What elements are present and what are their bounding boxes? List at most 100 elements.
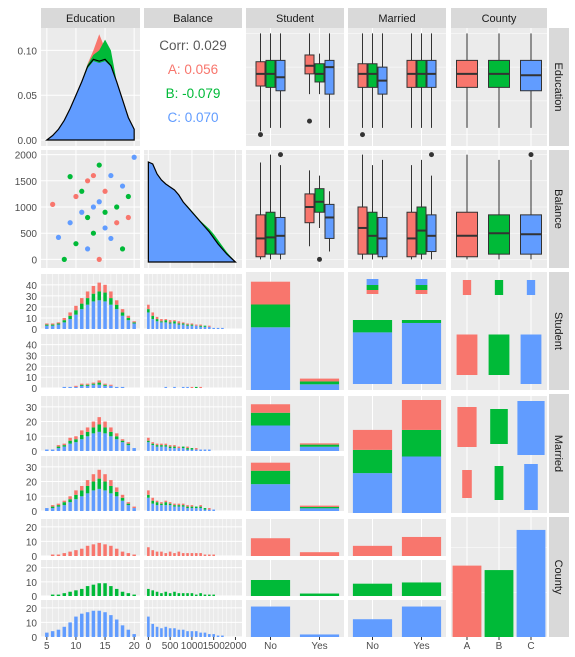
tick-label: 0 [31,255,37,266]
histogram-bar-C [97,384,101,388]
histogram-education-married-yes [41,456,140,511]
stacked-bar-Yes-B [299,593,340,596]
tick-label: 10 [26,578,38,589]
bar-county-C [516,529,546,637]
histogram-bar-B [114,436,119,440]
histogram-bar-A [160,319,163,322]
histogram-bar-B [126,443,131,446]
tick-label: 20 [26,523,38,534]
histogram-bar-B [181,446,185,449]
stacked-bar-Yes-A [299,378,340,382]
histogram-bar-C [132,448,136,451]
histogram-bar-C [74,386,78,388]
histogram-bar-B [199,506,202,509]
histogram-bar-B [208,594,211,596]
histogram-bar-B [147,309,150,313]
histogram-bar-A [164,443,168,446]
boxplot-outlier [528,152,534,158]
histogram-bar-A [85,383,90,385]
histogram-bar-B [85,298,90,305]
strip-right-student [549,272,569,390]
scatter-point-B [114,204,120,210]
strip-label-right: Married [552,435,564,472]
tick-label: 0.05 [18,91,38,102]
histogram-bar-A [147,547,150,556]
histogram-bar-C [114,619,119,637]
histogram-bar-C [109,385,113,388]
histogram-bar-C [194,508,198,511]
histogram-bar-A [80,430,84,435]
histogram-balance-married-yes [144,456,242,511]
tile-student-no-B [488,334,510,375]
histogram-bar-C [56,629,61,637]
tick-label: 2000 [224,641,247,652]
histogram-bar-B [203,594,207,596]
histogram-bar-A [56,322,61,324]
histogram-bar-A [109,545,113,556]
tick-label: 20 [26,478,38,489]
histogram-bar-C [45,325,49,329]
scatter-education-balance [41,150,140,268]
stacked-bar-No-C [250,606,291,637]
histogram-bar-B [194,594,198,596]
histogram-bar-C [147,497,150,511]
histogram-bar-C [62,505,67,511]
tile-married-no-A [457,407,477,447]
histogram-education-county-B [41,560,140,596]
correlation-group-A: A: 0.056 [168,62,218,77]
boxplot-box-B [314,63,325,83]
histogram-bar-A [120,439,125,441]
stacked-bar-No-A [250,538,291,556]
histogram-bar-C [50,325,55,329]
histogram-bar-C [114,386,119,388]
strip-label-top: Married [378,13,415,25]
histogram-bar-B [160,445,163,447]
histogram-bar-A [109,480,113,486]
histogram-bar-A [199,386,202,388]
histogram-bar-A [173,503,176,506]
boxplot-box-A [304,193,315,224]
histogram-bar-A [50,554,55,556]
histogram-bar-B [181,505,185,507]
histogram-bar-C [114,496,119,511]
histogram-bar-C [103,490,107,511]
histogram-bar-C [50,631,55,637]
tile-married-student-yes-B [366,285,379,290]
stacked-bar-No-B [352,320,393,333]
strip-top-county [451,8,547,28]
histogram-bar-B [91,584,96,596]
histogram-bar-C [199,508,202,511]
stacked-bar-Yes-B [299,506,340,509]
histogram-bar-C [173,386,176,388]
histogram-bar-C [120,386,125,388]
histogram-bar-B [173,505,176,507]
histogram-bar-C [216,327,220,329]
histogram-bar-B [91,427,96,434]
histogram-bar-A [173,553,176,556]
tick-label: 10 [70,641,82,652]
histogram-bar-C [109,615,113,637]
histogram-bar-A [68,551,72,556]
tick-label: 20 [26,564,38,575]
histogram-bar-C [203,509,207,511]
histogram-bar-C [151,623,155,637]
stacked-bar-No-A [352,545,393,556]
histogram-bar-B [177,593,181,596]
tick-label: A [464,641,471,652]
histogram-bar-C [155,505,159,511]
histogram-bar-C [80,385,84,388]
histogram-bar-C [181,629,185,637]
histogram-bar-B [74,439,78,443]
tick-label: 1500 [15,177,38,188]
histogram-bar-C [151,319,155,329]
histogram-bar-A [97,469,101,479]
histogram-bar-C [103,433,107,451]
histogram-bar-C [177,629,181,637]
histogram-bar-A [50,323,55,325]
histogram-bar-C [74,314,78,329]
histogram-bar-B [80,384,84,386]
histogram-bar-A [103,284,107,293]
histogram-bar-B [160,593,163,596]
strip-right-married [549,394,569,513]
histogram-bar-C [85,493,90,511]
